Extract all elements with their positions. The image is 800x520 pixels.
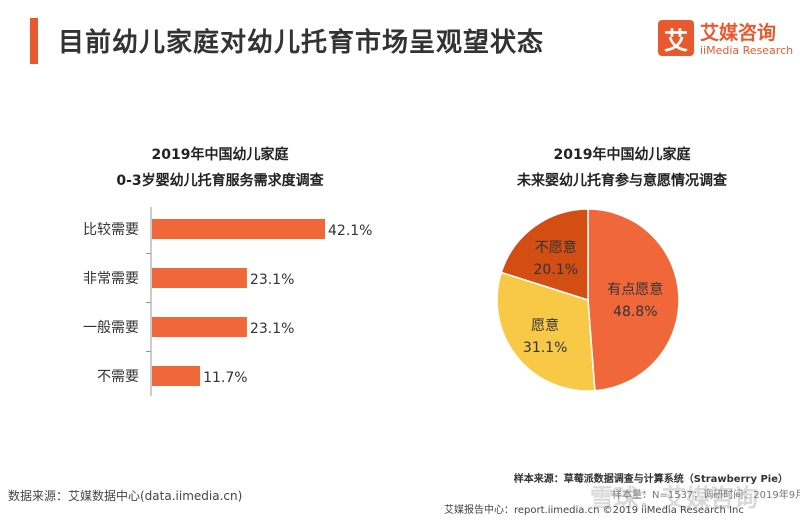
pie-slice-label-2: 不愿意 bbox=[535, 239, 577, 256]
bar-category-label-2: 一般需要 bbox=[83, 320, 139, 336]
bar-value-label-2: 23.1% bbox=[250, 321, 294, 337]
bar-3 bbox=[152, 366, 201, 386]
bar-category-label-0: 比较需要 bbox=[83, 222, 139, 238]
pie-slice-label-0: 有点愿意 bbox=[607, 281, 663, 298]
pie-slice-label-1: 愿意 bbox=[531, 317, 559, 334]
pie-slice-2 bbox=[500, 208, 589, 302]
logo-name-cn: 艾媒咨询 bbox=[700, 22, 777, 44]
bar-0 bbox=[152, 219, 325, 239]
pie-slice-0 bbox=[587, 208, 680, 392]
pie-slice-1 bbox=[496, 271, 596, 392]
pie-slice-value-1: 31.1% bbox=[523, 340, 567, 356]
page-title: 目前幼儿家庭对幼儿托育市场呈观望状态 bbox=[58, 28, 545, 58]
logo-icon: 艾 bbox=[658, 20, 694, 56]
logo-name-en: iiMedia Research bbox=[700, 44, 794, 57]
watermark: 雪球：艾媒咨询 bbox=[590, 484, 758, 512]
pie-chart-title-line2: 未来婴幼儿托育参与意愿情况调查 bbox=[517, 173, 727, 189]
title-accent-bar bbox=[30, 18, 38, 64]
bar-value-label-0: 42.1% bbox=[328, 223, 372, 239]
bar-value-label-1: 23.1% bbox=[250, 272, 294, 288]
pie-slice-value-0: 48.8% bbox=[613, 304, 657, 320]
bar-chart-title-line2: 0-3岁婴幼儿托育服务需求度调查 bbox=[116, 173, 324, 189]
sample-source-note: 样本来源：草莓派数据调查与计算系统（Strawberry Pie） bbox=[513, 474, 788, 485]
pie-chart-title: 2019年中国幼儿家庭 未来婴幼儿托育参与意愿情况调查 bbox=[462, 142, 782, 194]
bar-chart-title: 2019年中国幼儿家庭 0-3岁婴幼儿托育服务需求度调查 bbox=[60, 142, 380, 194]
bar-value-label-3: 11.7% bbox=[203, 370, 247, 386]
data-source-note: 数据来源：艾媒数据中心(data.iimedia.cn) bbox=[8, 489, 243, 503]
brand-logo: 艾 艾媒咨询 iiMedia Research bbox=[658, 20, 793, 62]
sample-detail-note: 样本量：N=1537；调研时间：2019年9月 bbox=[612, 490, 800, 501]
report-footer: 艾媒报告中心：report.iimedia.cn ©2019 iiMedia R… bbox=[444, 505, 744, 516]
bar-2 bbox=[152, 317, 247, 337]
pie-slice-value-2: 20.1% bbox=[534, 262, 578, 278]
bar-category-label-3: 不需要 bbox=[97, 369, 139, 385]
bar-1 bbox=[152, 268, 247, 288]
pie-chart-title-line1: 2019年中国幼儿家庭 bbox=[553, 147, 691, 163]
bar-chart-title-line1: 2019年中国幼儿家庭 bbox=[151, 147, 289, 163]
bar-category-label-1: 非常需要 bbox=[83, 271, 139, 287]
